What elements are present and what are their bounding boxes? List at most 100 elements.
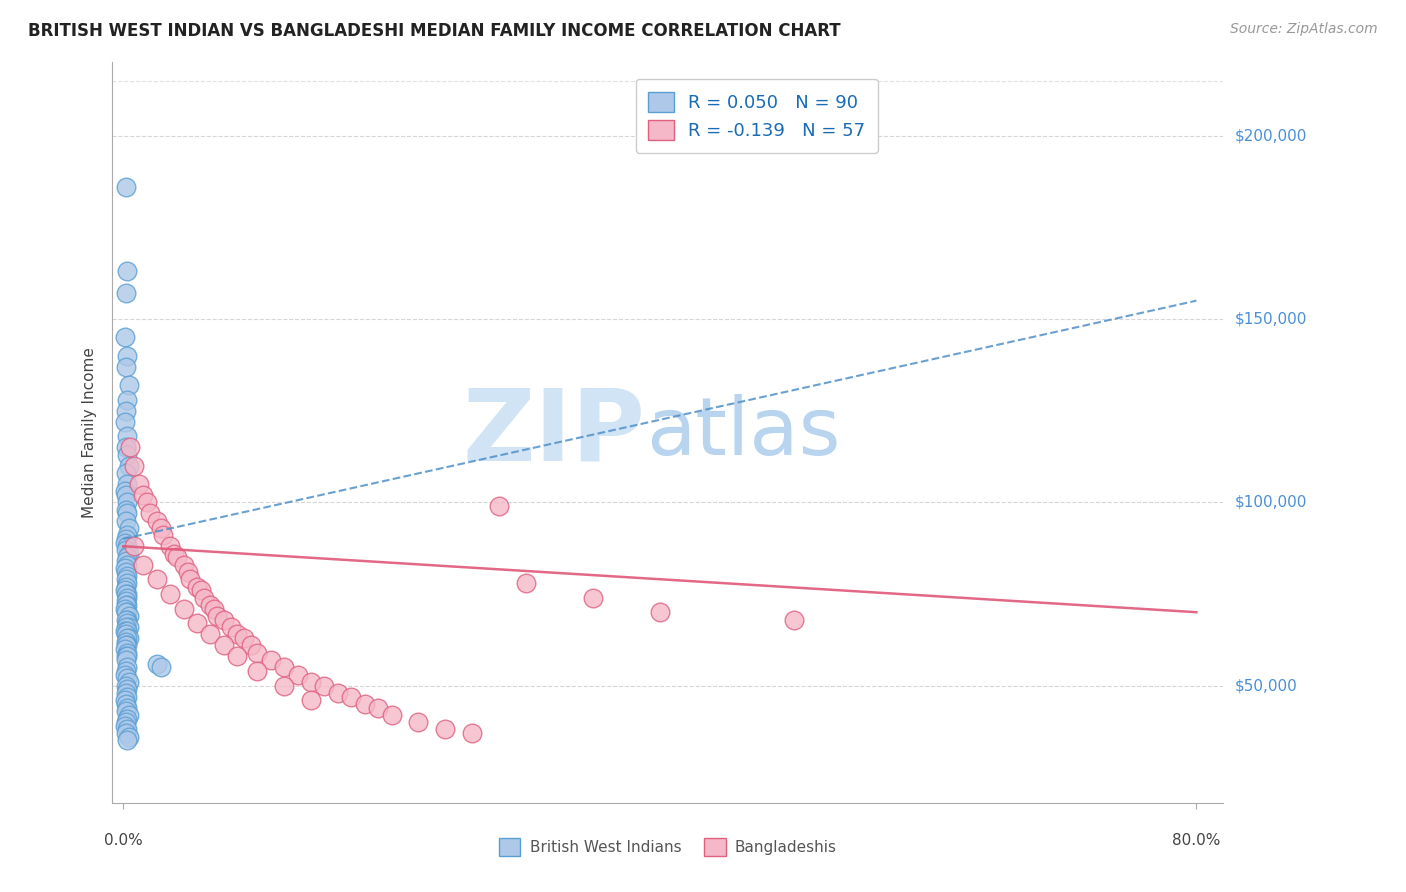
Point bbox=[212, 638, 235, 652]
Point bbox=[115, 598, 138, 612]
Point bbox=[118, 440, 141, 454]
Point bbox=[128, 477, 150, 491]
Point bbox=[115, 542, 138, 557]
Point bbox=[299, 674, 322, 689]
Point bbox=[115, 575, 138, 590]
Point bbox=[115, 664, 138, 678]
Point bbox=[145, 657, 167, 671]
Text: 0.0%: 0.0% bbox=[104, 833, 142, 848]
Point bbox=[115, 528, 138, 542]
Text: $150,000: $150,000 bbox=[1234, 311, 1306, 326]
Point bbox=[115, 580, 138, 594]
Point bbox=[115, 286, 138, 301]
Point bbox=[149, 521, 172, 535]
Point bbox=[145, 514, 167, 528]
Point bbox=[219, 620, 242, 634]
Point bbox=[176, 565, 198, 579]
Point bbox=[582, 591, 605, 605]
Point bbox=[115, 653, 138, 667]
Point bbox=[115, 690, 138, 704]
Point bbox=[114, 667, 136, 681]
Point bbox=[115, 502, 138, 516]
Point bbox=[115, 349, 138, 363]
Point bbox=[115, 605, 138, 619]
Point bbox=[380, 707, 402, 722]
Point bbox=[115, 631, 138, 645]
Text: $200,000: $200,000 bbox=[1234, 128, 1306, 144]
Point bbox=[166, 550, 188, 565]
Point bbox=[117, 631, 139, 645]
Point bbox=[260, 653, 283, 667]
Point bbox=[115, 568, 138, 582]
Point bbox=[115, 646, 138, 660]
Point bbox=[117, 521, 139, 535]
Point bbox=[461, 726, 484, 740]
Point bbox=[163, 547, 186, 561]
Point bbox=[115, 660, 138, 674]
Point bbox=[115, 682, 138, 697]
Point bbox=[114, 535, 136, 549]
Point bbox=[200, 627, 222, 641]
Text: Source: ZipAtlas.com: Source: ZipAtlas.com bbox=[1230, 22, 1378, 37]
Point bbox=[114, 641, 136, 656]
Point bbox=[117, 458, 139, 473]
Legend: British West Indians, Bangladeshis: British West Indians, Bangladeshis bbox=[494, 832, 842, 862]
Point bbox=[117, 547, 139, 561]
Point bbox=[233, 631, 256, 645]
Point bbox=[190, 583, 212, 598]
Point bbox=[114, 601, 136, 615]
Point bbox=[434, 723, 457, 737]
Point bbox=[115, 715, 138, 730]
Point bbox=[200, 598, 222, 612]
Point bbox=[326, 686, 349, 700]
Point bbox=[114, 330, 136, 344]
Point bbox=[114, 624, 136, 638]
Point bbox=[117, 707, 139, 722]
Point bbox=[117, 378, 139, 392]
Text: ZIP: ZIP bbox=[463, 384, 645, 481]
Point bbox=[159, 539, 181, 553]
Text: 80.0%: 80.0% bbox=[1173, 833, 1220, 848]
Point bbox=[115, 686, 138, 700]
Point bbox=[367, 700, 389, 714]
Point bbox=[115, 572, 138, 586]
Point bbox=[186, 580, 208, 594]
Point bbox=[115, 506, 138, 520]
Point bbox=[115, 495, 138, 509]
Point bbox=[115, 466, 138, 480]
Point bbox=[115, 565, 138, 579]
Point bbox=[115, 448, 138, 462]
Point bbox=[115, 429, 138, 443]
Point bbox=[136, 495, 159, 509]
Point bbox=[115, 554, 138, 568]
Point bbox=[273, 660, 295, 674]
Point bbox=[299, 693, 322, 707]
Point bbox=[122, 539, 145, 553]
Text: BRITISH WEST INDIAN VS BANGLADESHI MEDIAN FAMILY INCOME CORRELATION CHART: BRITISH WEST INDIAN VS BANGLADESHI MEDIA… bbox=[28, 22, 841, 40]
Point bbox=[115, 700, 138, 714]
Point bbox=[115, 649, 138, 664]
Point bbox=[114, 484, 136, 499]
Point bbox=[115, 726, 138, 740]
Point bbox=[115, 638, 138, 652]
Point bbox=[115, 532, 138, 546]
Point bbox=[132, 558, 155, 572]
Point bbox=[115, 638, 138, 652]
Point bbox=[173, 601, 195, 615]
Point bbox=[115, 587, 138, 601]
Point bbox=[115, 616, 138, 631]
Point bbox=[132, 488, 155, 502]
Point bbox=[145, 572, 167, 586]
Point bbox=[115, 733, 138, 747]
Point bbox=[115, 671, 138, 685]
Point bbox=[273, 679, 295, 693]
Point bbox=[115, 679, 138, 693]
Point bbox=[159, 587, 181, 601]
Point bbox=[204, 601, 226, 615]
Point bbox=[115, 180, 138, 194]
Point bbox=[117, 608, 139, 623]
Point bbox=[115, 711, 138, 725]
Point bbox=[226, 649, 249, 664]
Point bbox=[515, 575, 537, 590]
Point bbox=[353, 697, 375, 711]
